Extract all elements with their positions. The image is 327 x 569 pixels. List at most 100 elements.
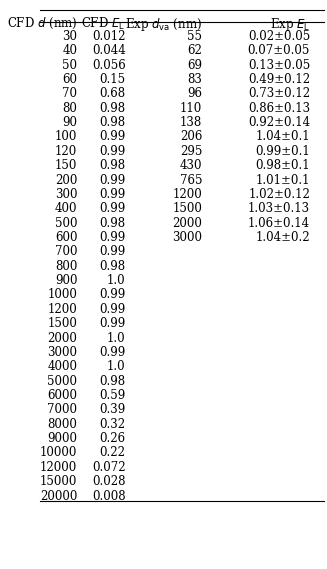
- Text: 0.99: 0.99: [99, 202, 126, 215]
- Text: 0.39: 0.39: [99, 403, 126, 417]
- Text: 0.99: 0.99: [99, 346, 126, 359]
- Text: 200: 200: [55, 174, 77, 187]
- Text: 0.98±0.1: 0.98±0.1: [255, 159, 310, 172]
- Text: 62: 62: [187, 44, 202, 57]
- Text: 5000: 5000: [47, 374, 77, 387]
- Text: 0.056: 0.056: [92, 59, 126, 72]
- Text: 0.07±0.05: 0.07±0.05: [248, 44, 310, 57]
- Text: 3000: 3000: [172, 231, 202, 244]
- Text: 8000: 8000: [47, 418, 77, 431]
- Text: 1.0: 1.0: [107, 332, 126, 345]
- Text: 40: 40: [62, 44, 77, 57]
- Text: 0.73±0.12: 0.73±0.12: [248, 87, 310, 100]
- Text: 0.59: 0.59: [99, 389, 126, 402]
- Text: 0.98: 0.98: [99, 159, 126, 172]
- Text: 100: 100: [55, 130, 77, 143]
- Text: 69: 69: [187, 59, 202, 72]
- Text: 0.49±0.12: 0.49±0.12: [248, 73, 310, 86]
- Text: 800: 800: [55, 259, 77, 273]
- Text: 295: 295: [180, 145, 202, 158]
- Text: 1.0: 1.0: [107, 360, 126, 373]
- Text: 110: 110: [180, 102, 202, 115]
- Text: 0.99: 0.99: [99, 317, 126, 330]
- Text: 55: 55: [187, 30, 202, 43]
- Text: 400: 400: [55, 202, 77, 215]
- Text: 30: 30: [62, 30, 77, 43]
- Text: 0.012: 0.012: [92, 30, 126, 43]
- Text: 1200: 1200: [172, 188, 202, 201]
- Text: 3000: 3000: [47, 346, 77, 359]
- Text: 0.32: 0.32: [99, 418, 126, 431]
- Text: 0.008: 0.008: [92, 489, 126, 502]
- Text: 1.03±0.13: 1.03±0.13: [248, 202, 310, 215]
- Text: Exp $d_\mathrm{va}$ (nm): Exp $d_\mathrm{va}$ (nm): [125, 16, 202, 33]
- Text: 1.0: 1.0: [107, 274, 126, 287]
- Text: 4000: 4000: [47, 360, 77, 373]
- Text: 300: 300: [55, 188, 77, 201]
- Text: 1500: 1500: [47, 317, 77, 330]
- Text: 0.68: 0.68: [99, 87, 126, 100]
- Text: 83: 83: [187, 73, 202, 86]
- Text: CFD $E_\mathrm{L}$: CFD $E_\mathrm{L}$: [81, 16, 126, 32]
- Text: 0.86±0.13: 0.86±0.13: [248, 102, 310, 115]
- Text: 0.99: 0.99: [99, 188, 126, 201]
- Text: 0.98: 0.98: [99, 116, 126, 129]
- Text: 1.04±0.2: 1.04±0.2: [255, 231, 310, 244]
- Text: 0.99: 0.99: [99, 303, 126, 316]
- Text: 2000: 2000: [172, 217, 202, 230]
- Text: 10000: 10000: [40, 447, 77, 460]
- Text: 0.98: 0.98: [99, 259, 126, 273]
- Text: 765: 765: [180, 174, 202, 187]
- Text: 0.99: 0.99: [99, 145, 126, 158]
- Text: 12000: 12000: [40, 461, 77, 474]
- Text: 1500: 1500: [172, 202, 202, 215]
- Text: 700: 700: [55, 245, 77, 258]
- Text: 430: 430: [180, 159, 202, 172]
- Text: 1.02±0.12: 1.02±0.12: [248, 188, 310, 201]
- Text: 20000: 20000: [40, 489, 77, 502]
- Text: 900: 900: [55, 274, 77, 287]
- Text: 0.99: 0.99: [99, 174, 126, 187]
- Text: 90: 90: [62, 116, 77, 129]
- Text: 9000: 9000: [47, 432, 77, 445]
- Text: 7000: 7000: [47, 403, 77, 417]
- Text: 0.99: 0.99: [99, 288, 126, 302]
- Text: Exp $E_\mathrm{L}$: Exp $E_\mathrm{L}$: [270, 16, 310, 33]
- Text: 0.98: 0.98: [99, 102, 126, 115]
- Text: 0.92±0.14: 0.92±0.14: [248, 116, 310, 129]
- Text: 0.13±0.05: 0.13±0.05: [248, 59, 310, 72]
- Text: 150: 150: [55, 159, 77, 172]
- Text: 0.028: 0.028: [92, 475, 126, 488]
- Text: 206: 206: [180, 130, 202, 143]
- Text: 1000: 1000: [47, 288, 77, 302]
- Text: 0.99: 0.99: [99, 130, 126, 143]
- Text: 0.22: 0.22: [99, 447, 126, 460]
- Text: 50: 50: [62, 59, 77, 72]
- Text: 1.04±0.1: 1.04±0.1: [255, 130, 310, 143]
- Text: 80: 80: [62, 102, 77, 115]
- Text: 96: 96: [187, 87, 202, 100]
- Text: 6000: 6000: [47, 389, 77, 402]
- Text: 600: 600: [55, 231, 77, 244]
- Text: 0.99±0.1: 0.99±0.1: [255, 145, 310, 158]
- Text: 0.98: 0.98: [99, 217, 126, 230]
- Text: 15000: 15000: [40, 475, 77, 488]
- Text: CFD $d$ (nm): CFD $d$ (nm): [7, 16, 77, 31]
- Text: 0.072: 0.072: [92, 461, 126, 474]
- Text: 0.99: 0.99: [99, 245, 126, 258]
- Text: 70: 70: [62, 87, 77, 100]
- Text: 2000: 2000: [47, 332, 77, 345]
- Text: 60: 60: [62, 73, 77, 86]
- Text: 0.98: 0.98: [99, 374, 126, 387]
- Text: 1.01±0.1: 1.01±0.1: [255, 174, 310, 187]
- Text: 1.06±0.14: 1.06±0.14: [248, 217, 310, 230]
- Text: 0.044: 0.044: [92, 44, 126, 57]
- Text: 138: 138: [180, 116, 202, 129]
- Text: 0.99: 0.99: [99, 231, 126, 244]
- Text: 120: 120: [55, 145, 77, 158]
- Text: 0.26: 0.26: [99, 432, 126, 445]
- Text: 1200: 1200: [47, 303, 77, 316]
- Text: 500: 500: [55, 217, 77, 230]
- Text: 0.15: 0.15: [99, 73, 126, 86]
- Text: 0.02±0.05: 0.02±0.05: [248, 30, 310, 43]
